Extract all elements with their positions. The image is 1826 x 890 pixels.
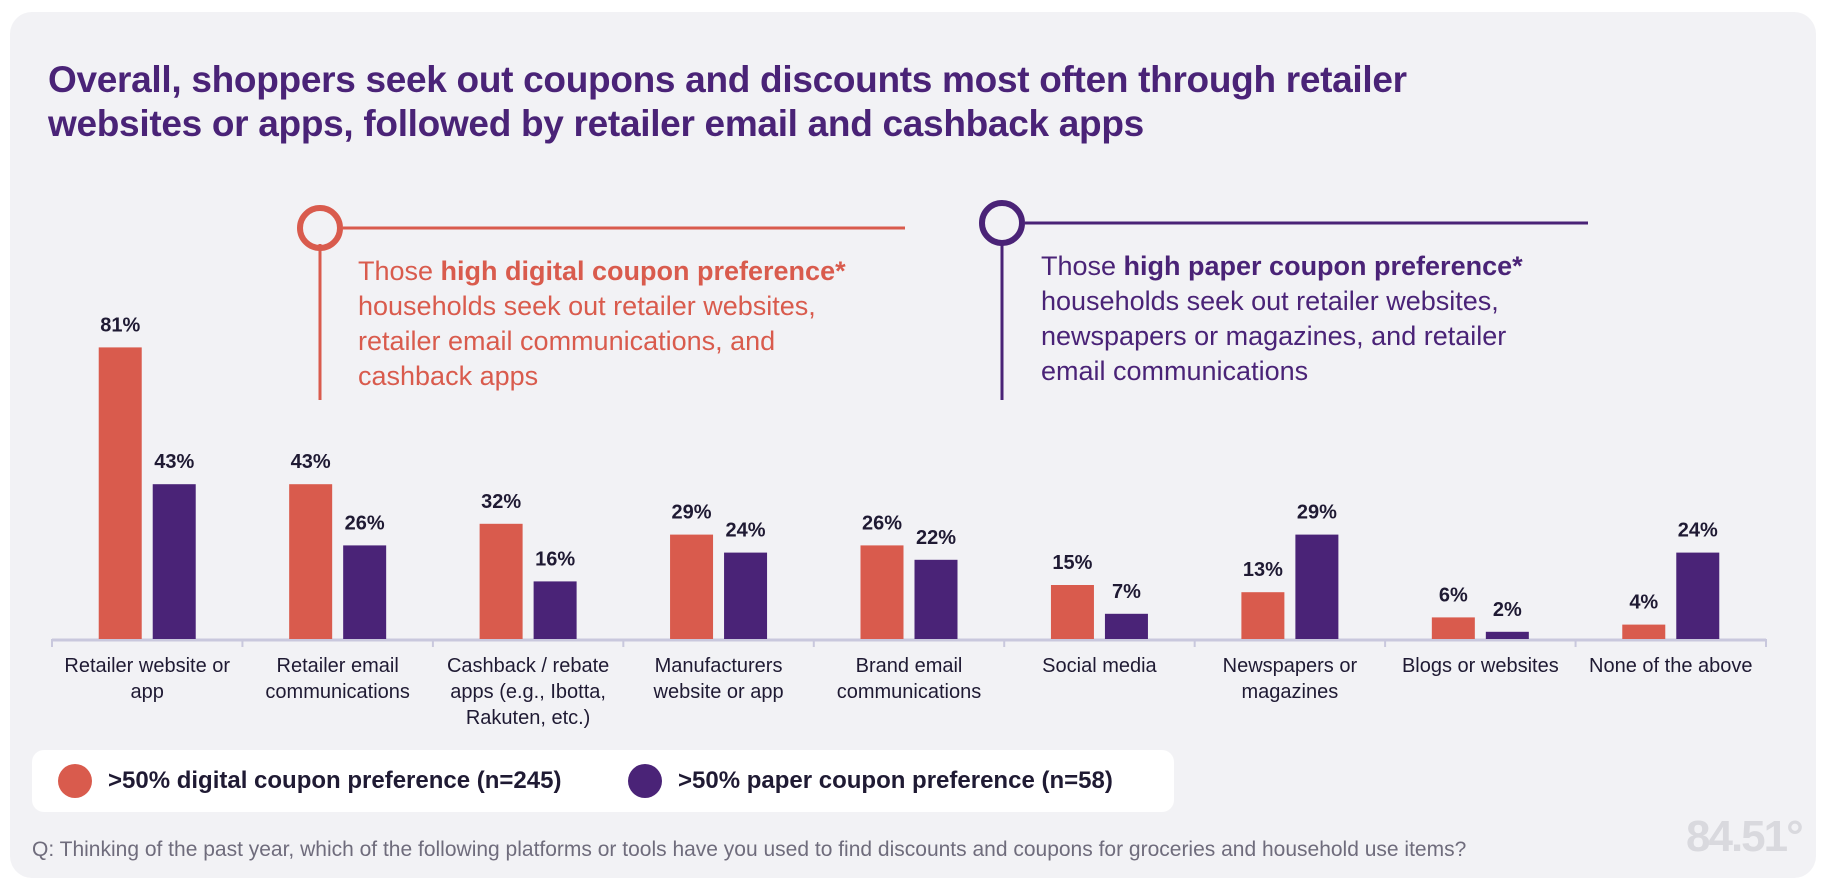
bar-digital: [860, 545, 904, 639]
bar-digital: [1241, 592, 1285, 639]
x-tick-label-line: Retailer website or: [64, 655, 230, 677]
callout-paper-line-4: email communications: [1041, 356, 1309, 386]
x-tick-label: Cashback / rebate apps (e.g., Ibotta, Raku…: [447, 655, 609, 729]
x-tick-label-line: magazines: [1242, 681, 1339, 703]
x-tick-label: Brand email communications: [837, 655, 982, 703]
bar-paper: [343, 545, 387, 639]
data-label-digital: 29%: [672, 502, 712, 524]
x-tick-label: Blogs or websites: [1402, 655, 1559, 677]
data-label-paper: 26%: [345, 512, 385, 534]
callout-digital-text: Those high digital coupon preference* ho…: [358, 254, 918, 394]
callout-digital-line-2: households seek out retailer websites,: [358, 291, 816, 321]
data-label-digital: 81%: [100, 314, 140, 336]
data-label-paper: 24%: [726, 520, 766, 542]
bar-digital: [1431, 617, 1475, 639]
callout-paper-bold: high paper coupon preference*: [1123, 251, 1523, 281]
x-tick-label-line: Social media: [1042, 655, 1157, 677]
bar-paper: [1295, 534, 1339, 639]
chart-title-line-2: websites or apps, followed by retailer e…: [48, 103, 1144, 144]
bar-digital: [1050, 585, 1094, 639]
bar-digital: [670, 534, 714, 639]
data-label-digital: 15%: [1052, 552, 1092, 574]
data-label-paper: 43%: [154, 451, 194, 473]
bar-paper: [1485, 631, 1529, 639]
x-tick-label-line: Cashback / rebate: [447, 655, 609, 677]
legend-label-digital: >50% digital coupon preference (n=245): [108, 767, 562, 794]
x-tick-label-line: apps (e.g., Ibotta,: [450, 681, 606, 703]
brand-logo: 84.51°: [1686, 812, 1804, 861]
data-label-paper: 22%: [916, 527, 956, 549]
x-tick-label: Newspapers or magazines: [1223, 655, 1358, 703]
x-tick-label-line: Manufacturers: [655, 655, 783, 677]
chart-title: Overall, shoppers seek out coupons and d…: [48, 58, 1548, 146]
callout-digital-prefix: Those: [358, 256, 441, 286]
legend-swatch-paper: [628, 764, 662, 798]
callout-digital-ring-icon: [297, 205, 343, 251]
bar-paper: [724, 552, 768, 639]
bar-digital: [98, 347, 142, 639]
bar-digital: [289, 484, 333, 639]
callout-paper-prefix: Those: [1041, 251, 1124, 281]
data-label-digital: 26%: [862, 512, 902, 534]
x-tick-label-line: website or app: [653, 681, 784, 703]
legend: >50% digital coupon preference (n=245) >…: [32, 750, 1174, 812]
x-tick-label-line: Blogs or websites: [1402, 655, 1559, 677]
data-label-digital: 6%: [1439, 584, 1468, 606]
data-label-paper: 29%: [1297, 502, 1337, 524]
callout-paper-line-2: households seek out retailer websites,: [1041, 286, 1499, 316]
callout-paper-ring-icon: [979, 200, 1025, 246]
x-tick-label-line: Brand email: [856, 655, 963, 677]
x-tick-label: None of the above: [1589, 655, 1752, 677]
chart-card: [10, 12, 1816, 878]
x-tick-label-line: communications: [837, 681, 982, 703]
x-tick-label-line: communications: [265, 681, 410, 703]
bar-paper: [533, 581, 577, 639]
data-label-paper: 24%: [1678, 520, 1718, 542]
data-label-digital: 13%: [1243, 559, 1283, 581]
data-label-paper: 2%: [1493, 599, 1522, 621]
legend-label-paper: >50% paper coupon preference (n=58): [678, 767, 1113, 794]
data-label-digital: 4%: [1629, 592, 1658, 614]
bar-paper: [1104, 613, 1148, 639]
callout-digital-line-1: Those high digital coupon preference*: [358, 254, 918, 289]
callout-paper-text: Those high paper coupon preference* hous…: [1041, 249, 1601, 389]
callout-graphics: [297, 200, 1588, 400]
x-tick-label-line: app: [131, 681, 164, 703]
bar-digital: [479, 523, 523, 639]
callout-paper-line-1: Those high paper coupon preference*: [1041, 249, 1601, 284]
x-tick-label-line: Rakuten, etc.): [466, 707, 591, 729]
x-tick-label: Retailer email communications: [265, 655, 410, 703]
x-tick-label-line: None of the above: [1589, 655, 1752, 677]
x-tick-label-line: Newspapers or: [1223, 655, 1358, 677]
callout-paper-line-3: newspapers or magazines, and retailer: [1041, 321, 1507, 351]
callout-digital-line-3: retailer email communications, and: [358, 326, 776, 356]
x-tick-label: Manufacturers website or app: [653, 655, 784, 703]
legend-item-digital: >50% digital coupon preference (n=245): [58, 750, 561, 812]
bar-paper: [152, 484, 196, 639]
bar-paper: [1676, 552, 1720, 639]
x-tick-label-line: Retailer email: [277, 655, 399, 677]
x-tick-label: Social media: [1042, 655, 1157, 677]
bar-digital: [1622, 624, 1666, 639]
bar-paper: [914, 559, 958, 639]
x-tick-label: Retailer website or app: [64, 655, 230, 703]
callout-digital-bold: high digital coupon preference*: [440, 256, 846, 286]
data-label-paper: 16%: [535, 548, 575, 570]
data-label-digital: 43%: [291, 451, 331, 473]
data-label-digital: 32%: [481, 491, 521, 513]
plot-area: 81% 43% Retailer website or app 43% 26% Retail…: [51, 314, 1767, 729]
legend-item-paper: >50% paper coupon preference (n=58): [628, 750, 1113, 812]
legend-swatch-digital: [58, 764, 92, 798]
footnote: Q: Thinking of the past year, which of t…: [32, 838, 1467, 861]
chart-title-line-1: Overall, shoppers seek out coupons and d…: [48, 59, 1407, 100]
callout-digital-line-4: cashback apps: [358, 361, 539, 391]
data-label-paper: 7%: [1112, 581, 1141, 603]
